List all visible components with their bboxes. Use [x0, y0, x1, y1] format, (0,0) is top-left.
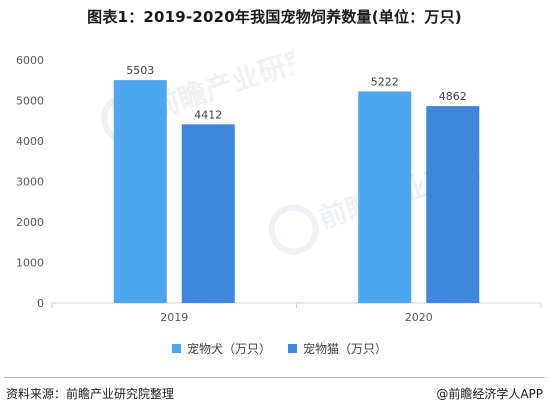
data-label: 5222 — [371, 76, 399, 89]
y-tick-label: 5000 — [16, 95, 44, 108]
chart-title: 图表1：2019-2020年我国宠物饲养数量(单位：万只) — [87, 8, 462, 26]
credit-note: @前瞻经济学人APP — [436, 387, 543, 401]
y-tick-label: 0 — [37, 297, 44, 310]
watermark-logo-left: 前瞻产业研究院 — [101, 40, 294, 144]
data-label: 5503 — [126, 64, 154, 77]
y-tick-label: 2000 — [16, 216, 44, 229]
x-tick-label: 2020 — [405, 311, 433, 324]
legend-item-dog: 宠物犬（万只） — [172, 340, 271, 357]
legend-swatch-cat — [288, 344, 297, 353]
footer-divider — [4, 377, 545, 378]
bar-cat-2020 — [426, 106, 480, 304]
bar-chart: 0 1000 2000 3000 4000 5000 6000 5503 4412 2019 522… — [16, 54, 542, 324]
bar-dog-2019 — [113, 80, 167, 303]
y-tick-label: 3000 — [16, 176, 44, 189]
data-label: 4412 — [194, 108, 222, 121]
y-tick-label: 4000 — [16, 135, 44, 148]
y-tick-label: 6000 — [16, 54, 44, 67]
y-tick-label: 1000 — [16, 257, 44, 270]
source-note: 资料来源：前瞻产业研究院整理 — [6, 387, 175, 401]
legend-label-cat: 宠物猫（万只） — [303, 342, 388, 356]
data-label: 4862 — [439, 90, 467, 103]
legend: 宠物犬（万只） 宠物猫（万只） — [0, 340, 549, 358]
legend-swatch-dog — [172, 344, 181, 353]
legend-label-dog: 宠物犬（万只） — [187, 342, 272, 356]
bar-dog-2020 — [358, 91, 412, 303]
bar-cat-2019 — [181, 124, 235, 304]
x-tick-label: 2019 — [160, 311, 188, 324]
legend-item-cat: 宠物猫（万只） — [288, 340, 387, 357]
